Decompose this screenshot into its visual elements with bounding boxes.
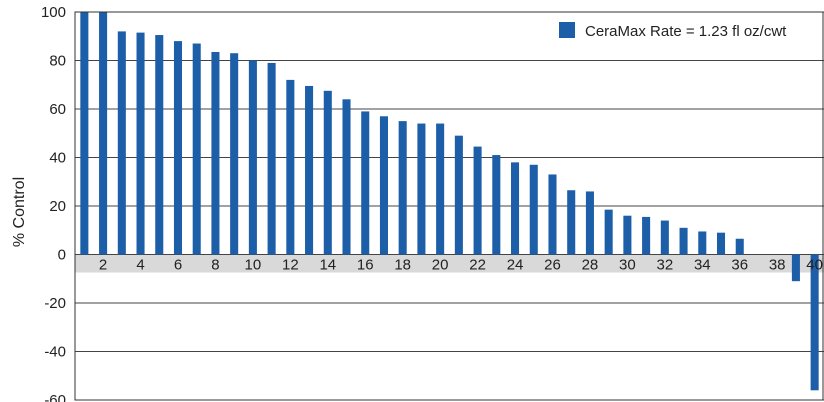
bar-15 bbox=[342, 99, 351, 255]
x-tick-label: 30 bbox=[619, 257, 636, 274]
legend-label: CeraMax Rate = 1.23 fl oz/cwt bbox=[585, 23, 787, 40]
bar-24 bbox=[511, 162, 520, 255]
x-tick-label: 8 bbox=[211, 257, 219, 274]
bar-25 bbox=[529, 164, 538, 255]
bar-39 bbox=[791, 254, 800, 282]
legend: CeraMax Rate = 1.23 fl oz/cwt bbox=[559, 22, 787, 40]
x-tick-label: 24 bbox=[507, 257, 524, 274]
bar-35 bbox=[716, 232, 726, 255]
bar-10 bbox=[248, 60, 257, 255]
x-tick-label: 38 bbox=[769, 257, 786, 274]
x-tick-label: 32 bbox=[656, 257, 673, 274]
x-tick-label: 28 bbox=[582, 257, 599, 274]
bar-9 bbox=[230, 53, 239, 255]
bars bbox=[80, 12, 819, 391]
zero-axis-band bbox=[75, 254, 824, 273]
bar-5 bbox=[155, 35, 164, 255]
x-tick-label: 2 bbox=[99, 257, 107, 274]
bar-28 bbox=[585, 191, 594, 255]
plot-frame bbox=[74, 11, 824, 401]
y-tick-label: -60 bbox=[44, 392, 66, 402]
bar-36 bbox=[735, 238, 744, 255]
legend-swatch bbox=[559, 22, 575, 38]
x-tick-label: 34 bbox=[694, 257, 711, 274]
y-tick-label: 0 bbox=[58, 247, 66, 264]
bar-19 bbox=[417, 123, 426, 255]
x-tick-label: 26 bbox=[544, 257, 561, 274]
gridlines bbox=[75, 11, 824, 401]
bar-6 bbox=[173, 41, 183, 255]
bar-22 bbox=[473, 146, 482, 255]
bar-23 bbox=[492, 155, 501, 255]
x-tick-label: 22 bbox=[469, 257, 486, 274]
bar-4 bbox=[136, 32, 145, 255]
bar-29 bbox=[604, 209, 613, 255]
bar-33 bbox=[679, 227, 688, 255]
bar-13 bbox=[305, 85, 314, 255]
x-tick-label: 36 bbox=[731, 257, 748, 274]
x-tick-label: 40 bbox=[806, 257, 823, 274]
y-tick-label: 80 bbox=[49, 53, 66, 70]
bar-11 bbox=[267, 62, 276, 255]
y-tick-labels: 100 80 60 40 20 0 -20 -40 -60 bbox=[41, 4, 66, 402]
y-tick-label: -40 bbox=[44, 344, 66, 361]
x-tick-label: 14 bbox=[319, 257, 336, 274]
bar-34 bbox=[698, 231, 707, 255]
bar-21 bbox=[454, 135, 463, 255]
x-tick-labels: 2 4 6 8 10 12 14 16 18 20 22 24 26 28 30 32 34 36 38 40 bbox=[99, 257, 823, 274]
bar-26 bbox=[548, 174, 557, 255]
x-tick-label: 16 bbox=[357, 257, 374, 274]
bar-40 bbox=[810, 254, 819, 391]
bar-16 bbox=[361, 111, 370, 255]
bar-2 bbox=[99, 12, 108, 255]
x-tick-label: 4 bbox=[136, 257, 144, 274]
bar-32 bbox=[660, 220, 669, 255]
bar-3 bbox=[117, 31, 126, 255]
y-tick-label: 100 bbox=[41, 4, 66, 21]
bar-12 bbox=[286, 79, 295, 255]
bar-14 bbox=[323, 90, 332, 255]
y-tick-label: -20 bbox=[44, 295, 66, 312]
x-tick-label: 10 bbox=[245, 257, 262, 274]
x-tick-label: 6 bbox=[174, 257, 182, 274]
x-tick-label: 20 bbox=[432, 257, 449, 274]
y-tick-label: 60 bbox=[49, 101, 66, 118]
y-tick-label: 40 bbox=[49, 150, 66, 167]
bar-18 bbox=[398, 121, 407, 255]
bar-31 bbox=[642, 216, 651, 255]
y-axis-label: % Control bbox=[11, 177, 28, 247]
bar-20 bbox=[436, 123, 445, 255]
bar-1 bbox=[80, 12, 89, 255]
y-tick-label: 20 bbox=[49, 198, 66, 215]
bar-17 bbox=[379, 116, 388, 255]
bar-30 bbox=[623, 215, 632, 255]
x-tick-label: 18 bbox=[394, 257, 411, 274]
bar-7 bbox=[192, 43, 201, 255]
bar-8 bbox=[211, 52, 220, 255]
x-tick-label: 12 bbox=[282, 257, 299, 274]
bar-27 bbox=[567, 190, 576, 255]
